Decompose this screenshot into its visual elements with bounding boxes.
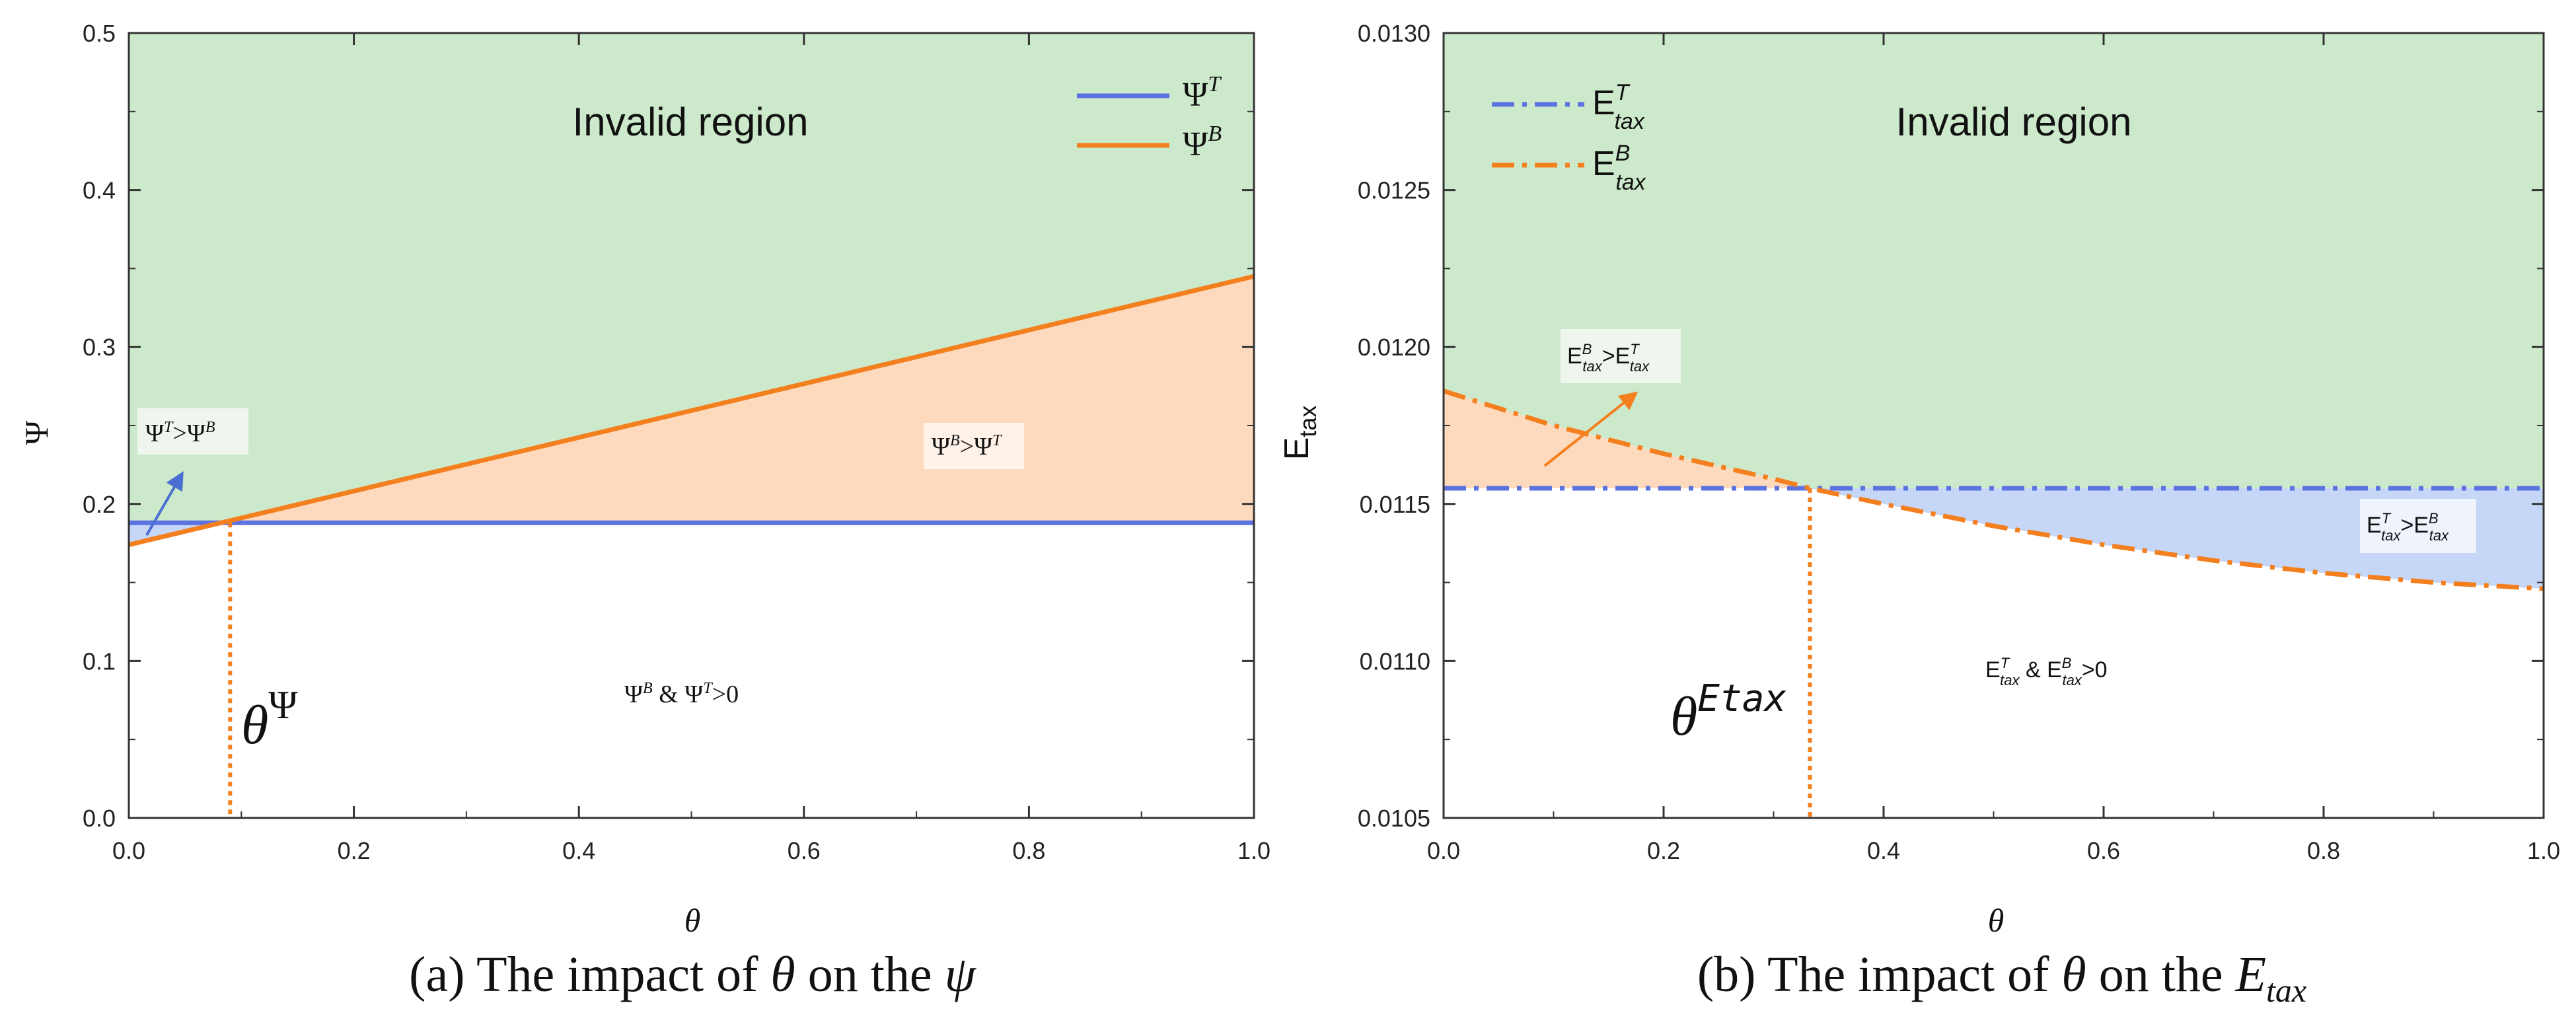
- x-tick-label-b: 0.6: [2087, 837, 2120, 864]
- x-tick-label-a: 0.4: [562, 837, 595, 864]
- y-tick-label-b: 0.0115: [1360, 491, 1430, 518]
- y-tick-label-b: 0.0125: [1358, 177, 1430, 204]
- y-tick-label-b: 0.0130: [1358, 20, 1430, 47]
- x-tick-label-b: 0.8: [2307, 837, 2340, 864]
- x-tick-label-a: 0.0: [112, 837, 145, 864]
- y-tick-label-a: 0.5: [83, 20, 116, 47]
- region-label-invalid-b: Invalid region: [1896, 100, 2132, 144]
- y-tick-label-a: 0.2: [83, 491, 116, 518]
- label-box-etax-t-gt-b: [2360, 499, 2476, 553]
- region-b-gt-t-b: [1444, 390, 1810, 489]
- x-tick-label-a: 0.2: [338, 837, 371, 864]
- x-axis-title-a: θ: [684, 902, 701, 939]
- x-tick-label-b: 0.2: [1647, 837, 1680, 864]
- legend-a: ΨT ΨB: [1077, 72, 1222, 163]
- y-axis-title-a: Ψ: [18, 420, 55, 445]
- legend-label-etax-t: ET tax: [1592, 80, 1645, 134]
- region-invalid-b: [1444, 33, 2544, 489]
- caption-b: (b) The impact of θ on the Etax: [1697, 947, 2306, 1009]
- region-label-etax-positive: ET tax & EB tax>0: [1985, 655, 2108, 688]
- y-tick-label-a: 0.0: [83, 805, 116, 832]
- caption-a: (a) The impact of θ on the ψ: [409, 947, 976, 1002]
- arrow-etax-b-gt-t: [1543, 391, 1638, 467]
- x-tick-label-b: 0.4: [1867, 837, 1900, 864]
- region-label-etax-t-gt-b: ET tax>EB tax: [2367, 510, 2449, 544]
- legend-label-psi-t: ΨT: [1183, 72, 1222, 114]
- y-tick-label-a: 0.1: [83, 647, 116, 675]
- intersection-label-b: θEtax: [1670, 677, 1786, 747]
- label-box-etax-b-gt-t: [1561, 329, 1681, 383]
- x-tick-label-a: 0.8: [1012, 837, 1045, 864]
- legend-label-psi-b: ΨB: [1183, 122, 1222, 163]
- y-axis-title-b: Etax: [1278, 406, 1321, 461]
- x-tick-label-b: 1.0: [2527, 837, 2560, 864]
- label-box-psi-b-gt-t: [924, 423, 1024, 469]
- y-tick-label-b: 0.0120: [1358, 334, 1430, 361]
- y-tick-label-b: 0.0105: [1358, 805, 1430, 832]
- region-label-psi-t-gt-b: ΨT>ΨB: [145, 419, 215, 447]
- x-axis-title-b: θ: [1988, 902, 2005, 939]
- intersection-label-a: θΨ: [241, 683, 298, 756]
- panel-b: 0.0 0.2 0.4 0.6 0.8 1.0 0.0105 0.0110 0.0115 0.01…: [1278, 20, 2560, 1009]
- arrow-psi-t-gt-b: [145, 471, 184, 536]
- panel-a: 0.0 0.2 0.4 0.6 0.8 1.0 0.0 0.1 0.2 0.3 0.4 0.5 ΨT …: [18, 20, 1270, 1002]
- series-line-b-b: [1442, 388, 2544, 591]
- region-label-psi-positive: ΨB & ΨT>0: [624, 680, 739, 708]
- region-label-etax-b-gt-t: EB tax>ET tax: [1567, 341, 1650, 375]
- y-tick-label-b: 0.0110: [1360, 647, 1430, 675]
- y-tick-label-a: 0.4: [83, 177, 116, 204]
- x-tick-label-b: 0.0: [1427, 837, 1460, 864]
- label-box-psi-t-gt-b: [137, 408, 248, 455]
- x-tick-label-a: 0.6: [788, 837, 821, 864]
- series-line-b-a: [128, 274, 1255, 547]
- x-tick-label-a: 1.0: [1237, 837, 1270, 864]
- region-label-psi-b-gt-t: ΨB>ΨT: [932, 432, 1002, 461]
- legend-label-etax-b: EB tax: [1592, 141, 1646, 195]
- legend-b: ET tax EB tax: [1492, 80, 1646, 195]
- region-invalid-a: [129, 33, 1254, 523]
- region-label-invalid-a: Invalid region: [573, 100, 809, 144]
- y-tick-label-a: 0.3: [83, 334, 116, 361]
